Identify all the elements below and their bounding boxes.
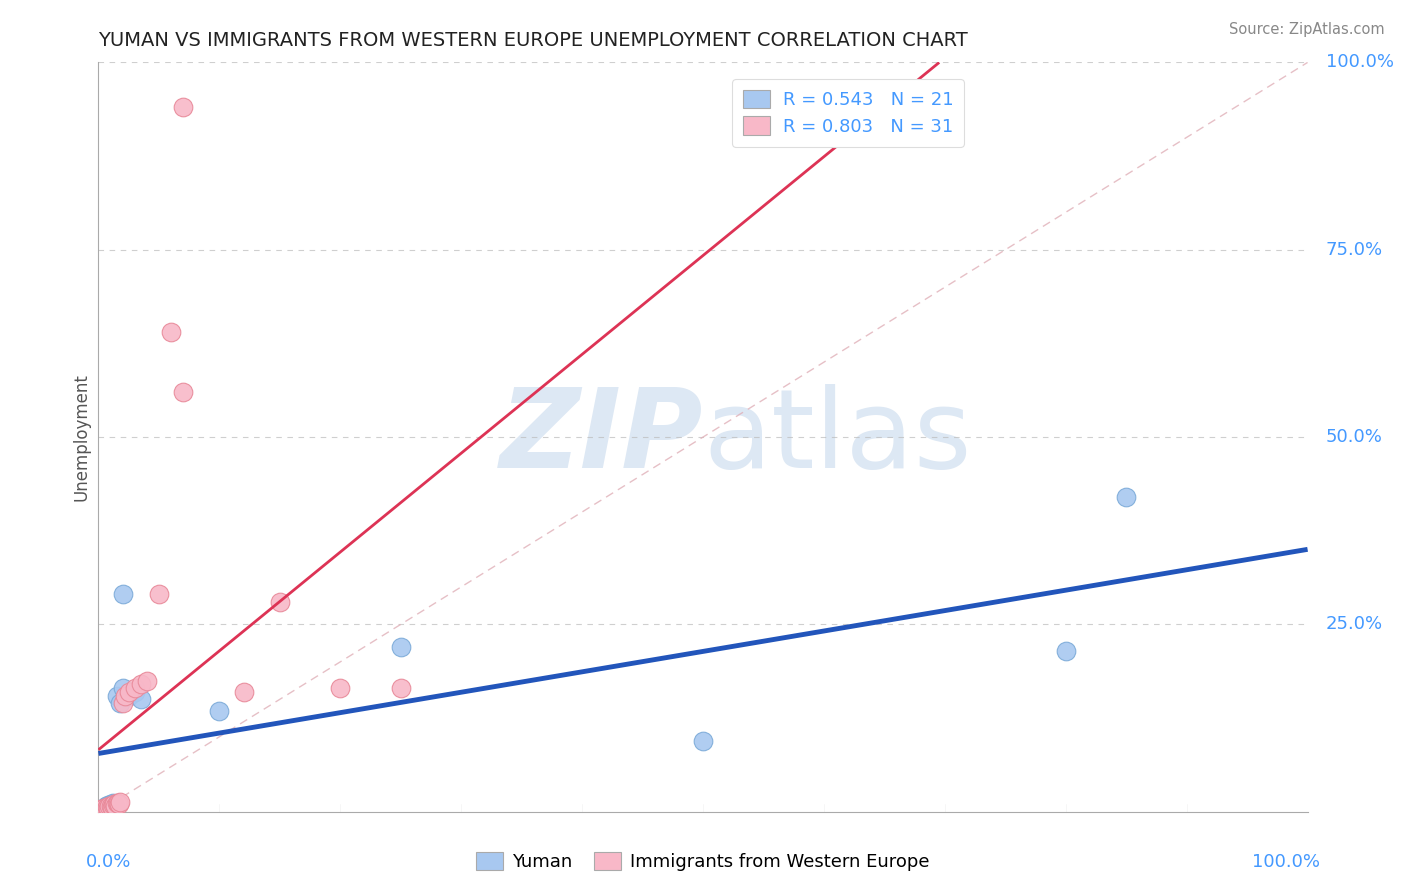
Point (111, 696, 134, 710)
Point (111, 681, 134, 695)
Point (118, 689, 141, 703)
Point (148, 587, 170, 601)
Point (91, 802, 114, 816)
Text: 100.0%: 100.0% (1326, 54, 1393, 71)
Text: 100.0%: 100.0% (1251, 853, 1320, 871)
Point (172, 100, 194, 114)
Point (104, 798, 127, 813)
Point (329, 681, 352, 695)
Point (93, 801, 115, 815)
Point (1115, 490, 1137, 504)
Point (103, 797, 125, 812)
Point (97, 797, 120, 812)
Point (108, 797, 131, 812)
Point (100, 797, 122, 812)
Text: atlas: atlas (703, 384, 972, 491)
Point (91, 802, 114, 816)
Point (118, 685, 141, 699)
Point (100, 798, 122, 813)
Point (124, 685, 146, 699)
Point (172, 385, 194, 400)
Point (93, 801, 115, 815)
Point (111, 587, 134, 601)
Point (135, 673, 157, 688)
Point (389, 681, 412, 695)
Point (96, 800, 118, 814)
Point (105, 689, 128, 703)
Point (208, 704, 231, 718)
Text: 0.0%: 0.0% (86, 853, 132, 871)
Point (108, 696, 131, 710)
Text: ZIP: ZIP (499, 384, 703, 491)
Point (160, 325, 183, 339)
Point (129, 677, 152, 691)
Point (103, 797, 125, 812)
Point (100, 800, 122, 814)
Point (269, 595, 291, 609)
Point (94, 798, 117, 813)
Text: YUMAN VS IMMIGRANTS FROM WESTERN EUROPE UNEMPLOYMENT CORRELATION CHART: YUMAN VS IMMIGRANTS FROM WESTERN EUROPE … (98, 30, 969, 50)
Point (692, 733, 714, 747)
Legend: R = 0.543   N = 21, R = 0.803   N = 31: R = 0.543 N = 21, R = 0.803 N = 31 (733, 79, 965, 146)
Point (129, 692, 152, 706)
Legend: Yuman, Immigrants from Western Europe: Yuman, Immigrants from Western Europe (470, 845, 936, 879)
Point (124, 681, 146, 695)
Point (97, 801, 120, 815)
Point (107, 796, 129, 810)
Text: 75.0%: 75.0% (1326, 241, 1384, 259)
Point (232, 685, 254, 699)
Point (94, 802, 117, 816)
Point (98, 799, 121, 814)
Point (101, 796, 124, 810)
Y-axis label: Unemployment: Unemployment (72, 373, 90, 501)
Point (90, 802, 112, 816)
Point (114, 689, 136, 703)
Point (108, 795, 131, 809)
Text: Source: ZipAtlas.com: Source: ZipAtlas.com (1229, 22, 1385, 37)
Point (105, 797, 128, 811)
Text: 25.0%: 25.0% (1326, 615, 1384, 633)
Text: 50.0%: 50.0% (1326, 428, 1382, 446)
Point (1054, 643, 1077, 657)
Point (96, 800, 118, 814)
Point (101, 797, 124, 812)
Point (100, 798, 122, 813)
Point (389, 640, 412, 654)
Point (98, 799, 121, 814)
